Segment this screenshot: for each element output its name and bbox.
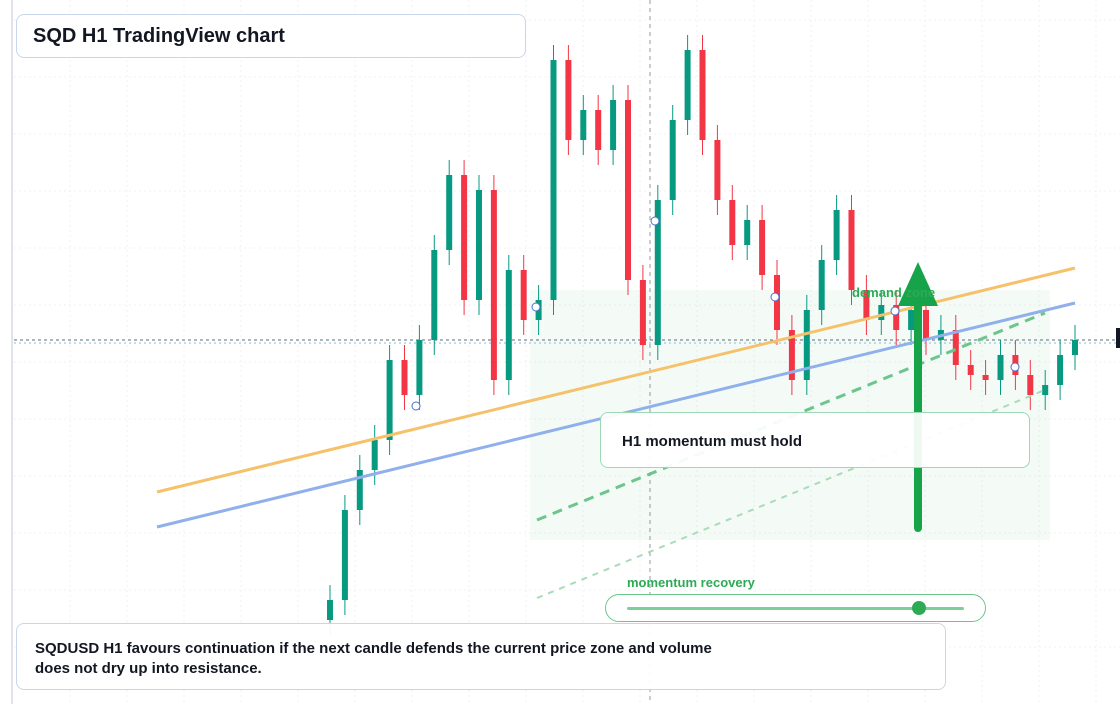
candle-body	[803, 310, 810, 380]
candle-body	[774, 275, 780, 330]
slider-label: momentum recovery	[627, 575, 755, 590]
candle-body	[461, 175, 468, 300]
candle-body	[386, 360, 393, 440]
markers	[411, 216, 1020, 411]
marker	[531, 302, 541, 312]
candle-body	[952, 330, 959, 365]
caption-panel: SQDUSD H1 favours continuation if the ne…	[16, 623, 946, 690]
candle-body	[490, 190, 497, 380]
chart-title: SQD H1 TradingView chart	[33, 25, 285, 47]
candle-body	[476, 190, 482, 300]
candle-body	[446, 175, 453, 250]
candle-body	[1042, 385, 1049, 395]
candle-body	[654, 200, 661, 345]
candle-body	[505, 270, 512, 380]
candle-body	[565, 60, 572, 140]
candle-body	[982, 375, 989, 380]
candle-body	[1057, 355, 1064, 385]
candle-body	[580, 110, 587, 140]
candle-body	[699, 50, 706, 140]
slider-knob[interactable]	[912, 601, 926, 615]
candle-body	[759, 220, 766, 275]
candle-body	[610, 100, 617, 150]
candle-body	[729, 200, 736, 245]
candle-body	[908, 310, 915, 330]
candle-body	[371, 440, 378, 470]
candle-body	[416, 340, 423, 395]
callout: H1 momentum must hold	[600, 412, 1030, 468]
candle-body	[401, 360, 408, 395]
candle-body	[833, 210, 840, 260]
marker	[890, 306, 900, 316]
candle-body	[595, 110, 602, 150]
marker	[650, 216, 660, 226]
marker	[411, 401, 421, 411]
candle-body	[1027, 375, 1034, 395]
candle-body	[431, 250, 438, 340]
candle-body	[520, 270, 527, 320]
candle-body	[669, 120, 676, 200]
callout-text: H1 momentum must hold	[622, 433, 803, 450]
caption-text: SQDUSD H1 favours continuation if the ne…	[35, 640, 712, 677]
candle-body	[1072, 340, 1078, 355]
candle-body	[967, 365, 974, 375]
candle-body	[878, 305, 885, 320]
candle-body	[923, 310, 929, 340]
candle-body	[818, 260, 825, 310]
candle-body	[788, 330, 795, 380]
candle-body	[327, 600, 333, 620]
candle-body	[550, 60, 557, 300]
candle-body	[997, 355, 1004, 380]
candle-body	[356, 470, 363, 510]
candle-body	[639, 280, 646, 345]
slider[interactable]	[605, 594, 986, 622]
candle-body	[863, 290, 870, 320]
title-panel: SQD H1 TradingView chart	[16, 14, 526, 58]
candle-body	[625, 100, 631, 280]
candle-body	[848, 210, 855, 290]
marker	[1010, 362, 1020, 372]
candle-body	[744, 220, 751, 245]
slider-track	[627, 607, 964, 610]
candle-body	[341, 510, 348, 600]
arrow-head	[898, 262, 938, 306]
price-tag	[1116, 328, 1120, 348]
candle-body	[893, 305, 900, 330]
candle-body	[684, 50, 691, 120]
marker	[770, 292, 780, 302]
candle-body	[714, 140, 721, 200]
zone-label: demand zone	[852, 285, 936, 300]
